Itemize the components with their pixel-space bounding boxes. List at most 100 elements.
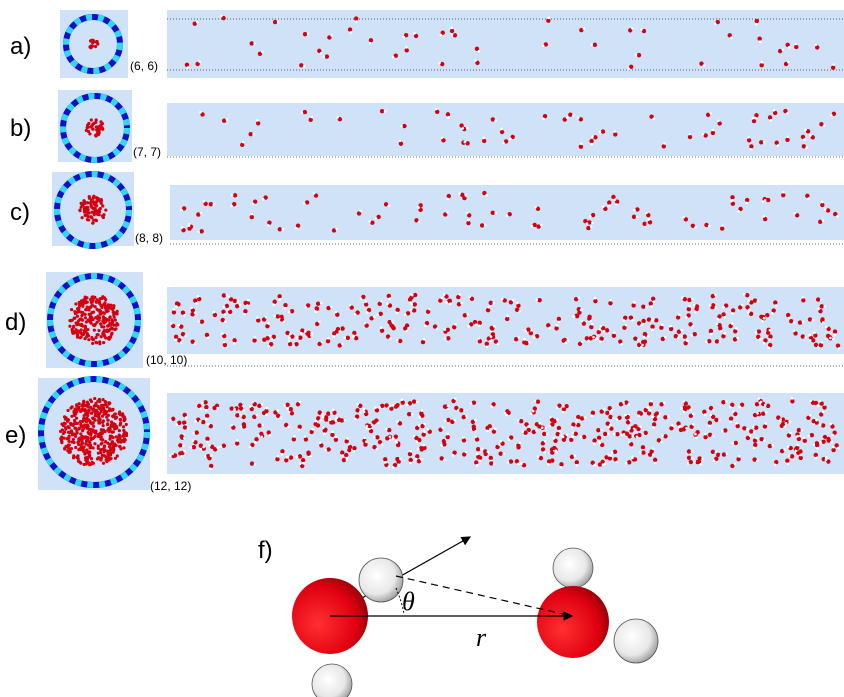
- water: [101, 311, 105, 315]
- panel: a)(6, 6): [10, 10, 844, 78]
- water: [87, 455, 91, 459]
- water-h: [691, 412, 695, 416]
- water-o: [749, 429, 754, 434]
- water-h: [256, 316, 259, 319]
- water-h: [387, 465, 391, 468]
- water: [101, 405, 105, 409]
- water-h: [220, 14, 223, 18]
- water-o: [608, 300, 613, 306]
- water-o: [578, 144, 584, 149]
- water-o: [831, 111, 837, 116]
- water-o: [432, 324, 438, 329]
- water: [98, 418, 102, 422]
- water-o: [474, 460, 479, 465]
- water-o: [412, 292, 418, 298]
- water: [66, 445, 70, 450]
- water-h: [315, 310, 318, 314]
- water-h: [719, 329, 723, 333]
- water-o: [507, 212, 512, 217]
- water-h: [559, 433, 562, 437]
- water-o: [415, 454, 420, 459]
- water-o: [600, 325, 606, 331]
- water-o: [765, 330, 771, 335]
- water-o: [733, 329, 738, 334]
- water-o: [363, 302, 369, 307]
- water-o: [654, 318, 659, 323]
- water-o: [221, 118, 227, 123]
- water-h: [341, 454, 344, 457]
- water-o: [493, 339, 499, 344]
- water-h: [677, 336, 680, 339]
- water-o: [618, 401, 624, 407]
- water-o: [378, 311, 383, 317]
- water-h: [613, 198, 617, 201]
- water-h: [454, 323, 457, 326]
- water: [100, 414, 105, 418]
- water-h: [420, 409, 424, 412]
- water-o: [641, 339, 646, 345]
- water-h: [246, 298, 250, 302]
- water-o: [683, 217, 689, 222]
- water-o: [288, 455, 294, 460]
- water-o: [407, 451, 413, 457]
- water-o: [754, 18, 759, 24]
- water-h: [640, 28, 643, 31]
- water-o: [559, 462, 564, 467]
- water-o: [822, 405, 827, 410]
- water-o: [798, 455, 803, 461]
- water-h: [748, 434, 752, 438]
- water: [85, 126, 89, 130]
- water: [113, 416, 118, 421]
- water-h: [332, 335, 336, 338]
- water-o: [477, 320, 482, 325]
- water-h: [391, 321, 395, 324]
- water: [61, 431, 65, 436]
- water-h: [690, 297, 694, 301]
- water-o: [686, 313, 691, 318]
- water-h: [712, 459, 716, 463]
- water-o: [442, 442, 447, 447]
- water-h: [670, 424, 674, 427]
- water-o: [774, 459, 779, 465]
- water-h: [441, 426, 444, 429]
- water-h: [288, 336, 291, 339]
- water-o: [332, 331, 337, 336]
- water-h: [667, 415, 670, 419]
- water-h: [408, 461, 412, 465]
- water-h: [803, 138, 806, 141]
- water-o: [196, 212, 201, 217]
- water: [84, 413, 88, 417]
- water-o: [777, 48, 783, 54]
- water-h: [444, 419, 447, 423]
- water-o: [283, 422, 289, 428]
- water-o: [553, 438, 558, 443]
- water: [99, 311, 103, 316]
- water-o: [190, 312, 195, 317]
- water-o: [363, 411, 369, 417]
- water-h: [708, 303, 712, 307]
- water: [90, 407, 95, 411]
- water-h: [811, 318, 815, 322]
- water-h: [368, 41, 372, 45]
- water-h: [718, 418, 721, 422]
- water-h: [461, 127, 465, 130]
- water: [89, 457, 94, 461]
- water-h: [613, 432, 616, 436]
- water-o: [600, 129, 606, 134]
- water-h: [641, 343, 644, 347]
- water-h: [620, 433, 623, 436]
- water-h: [763, 439, 766, 442]
- water-o: [192, 21, 197, 26]
- water-o: [707, 420, 713, 426]
- water-h: [711, 128, 715, 132]
- water-h: [591, 221, 594, 225]
- water-o: [221, 443, 227, 448]
- water-o: [781, 192, 786, 198]
- water-o: [438, 427, 443, 432]
- water-o: [554, 326, 559, 331]
- water-h: [444, 337, 447, 340]
- water-h: [295, 455, 299, 459]
- water-o: [692, 332, 697, 337]
- water-o: [831, 447, 836, 453]
- water: [97, 328, 101, 333]
